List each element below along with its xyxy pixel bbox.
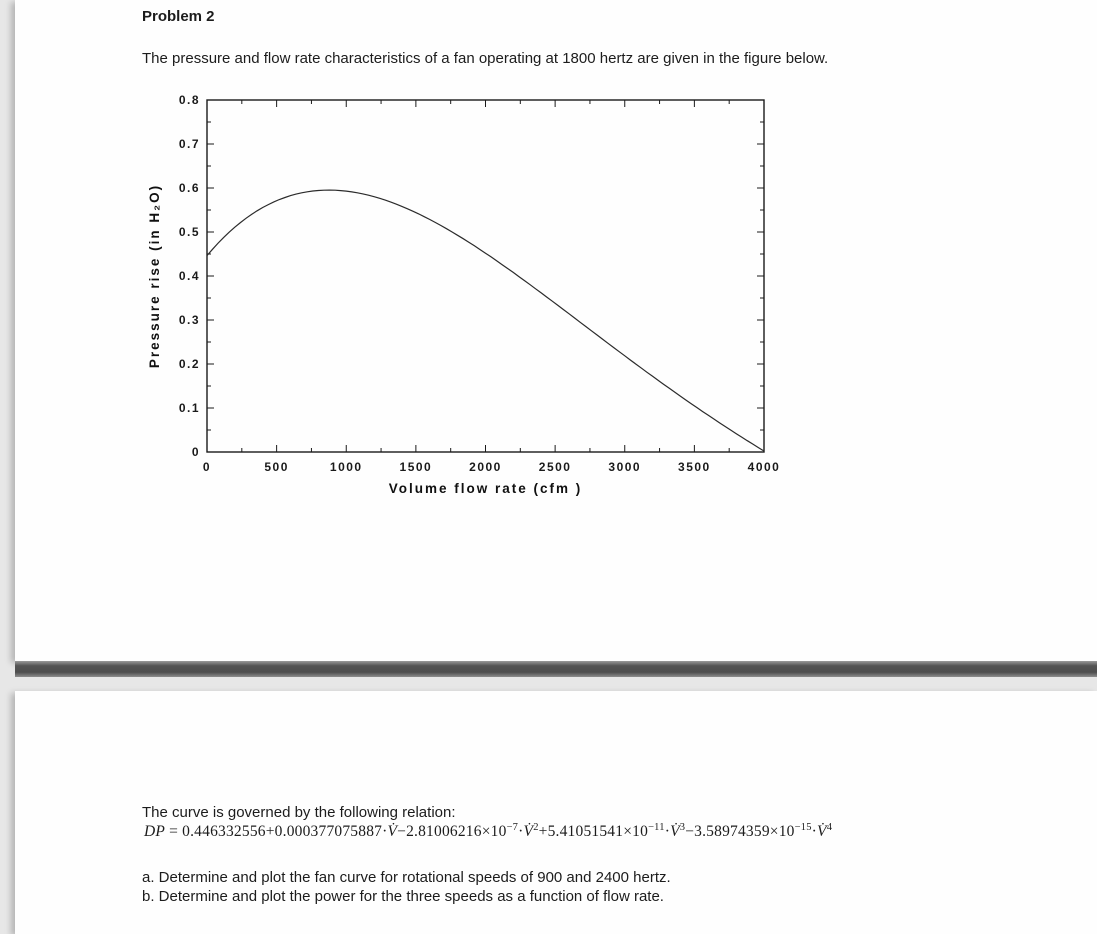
svg-text:2500: 2500 [539, 460, 572, 474]
intro-text: The pressure and flow rate characteristi… [142, 50, 829, 67]
svg-text:0.6: 0.6 [179, 181, 200, 195]
page-break-divider [15, 661, 1097, 677]
svg-text:0: 0 [203, 460, 211, 474]
fan-curve-chart: 0 500 1000 1500 2000 2500 3000 3500 4000 0 0.1 0.2 0… [147, 93, 781, 496]
svg-text:0.7: 0.7 [179, 137, 200, 151]
spacer [142, 841, 832, 868]
svg-text:3000: 3000 [608, 460, 641, 474]
svg-text:0.8: 0.8 [179, 93, 200, 107]
relation-intro-text: The curve is governed by the following r… [142, 804, 456, 821]
svg-text:2000: 2000 [469, 460, 502, 474]
svg-text:0: 0 [192, 445, 200, 459]
svg-text:Pressure rise (in H₂O): Pressure rise (in H₂O) [147, 184, 162, 368]
problem-heading: Problem 2 [142, 8, 215, 25]
problem-continuation: The curve is governed by the following r… [142, 803, 832, 906]
page-2: The curve is governed by the following r… [15, 691, 1097, 934]
svg-text:0.2: 0.2 [179, 357, 200, 371]
svg-text:Volume flow rate (cfm ): Volume flow rate (cfm ) [389, 481, 583, 496]
plot-frame [206, 99, 765, 453]
svg-text:4000: 4000 [748, 460, 781, 474]
svg-text:0.5: 0.5 [179, 225, 200, 239]
fan-curve-equation: DP = 0.446332556+0.000377075887·V̇−2.810… [144, 821, 833, 840]
svg-text:1000: 1000 [330, 460, 363, 474]
svg-text:3500: 3500 [678, 460, 711, 474]
svg-text:0.4: 0.4 [179, 269, 200, 283]
task-item-b: b. Determine and plot the power for the … [142, 888, 664, 905]
svg-text:0.3: 0.3 [179, 313, 200, 327]
fan-curve-line [206, 189, 765, 452]
svg-text:500: 500 [264, 460, 289, 474]
svg-text:0.1: 0.1 [179, 401, 200, 415]
task-item-a: a. Determine and plot the fan curve for … [142, 869, 671, 886]
page-1: Problem 2 The pressure and flow rate cha… [15, 0, 1097, 661]
svg-text:1500: 1500 [400, 460, 433, 474]
